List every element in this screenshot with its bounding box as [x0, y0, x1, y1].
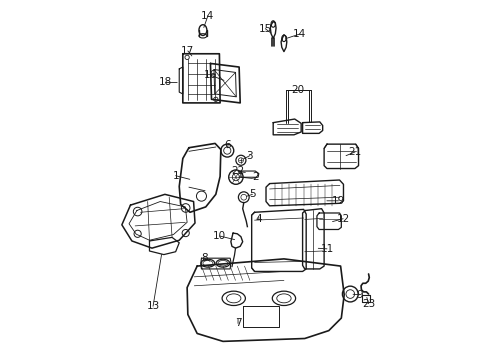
Text: 6: 6 — [224, 140, 231, 150]
Text: 13: 13 — [146, 301, 160, 311]
Text: 7: 7 — [234, 319, 241, 328]
Text: 5: 5 — [248, 189, 255, 199]
Text: 10: 10 — [212, 231, 225, 241]
Text: 20: 20 — [291, 85, 304, 95]
Text: 8: 8 — [201, 253, 207, 263]
Text: 4: 4 — [255, 214, 262, 224]
Text: 17: 17 — [181, 46, 194, 56]
Text: 22: 22 — [231, 166, 244, 176]
Text: 14: 14 — [201, 11, 214, 21]
Text: 9: 9 — [355, 290, 362, 300]
Text: 19: 19 — [331, 196, 345, 206]
Text: 1: 1 — [172, 171, 179, 181]
Text: 21: 21 — [347, 147, 361, 157]
Text: 12: 12 — [336, 214, 349, 224]
Text: 2: 2 — [252, 172, 259, 182]
Text: 16: 16 — [204, 70, 217, 80]
Text: 3: 3 — [246, 150, 253, 161]
Text: 23: 23 — [361, 299, 374, 309]
Text: 14: 14 — [292, 29, 305, 39]
Text: 18: 18 — [159, 77, 172, 87]
Text: 11: 11 — [320, 244, 333, 254]
Text: 15: 15 — [258, 24, 271, 34]
